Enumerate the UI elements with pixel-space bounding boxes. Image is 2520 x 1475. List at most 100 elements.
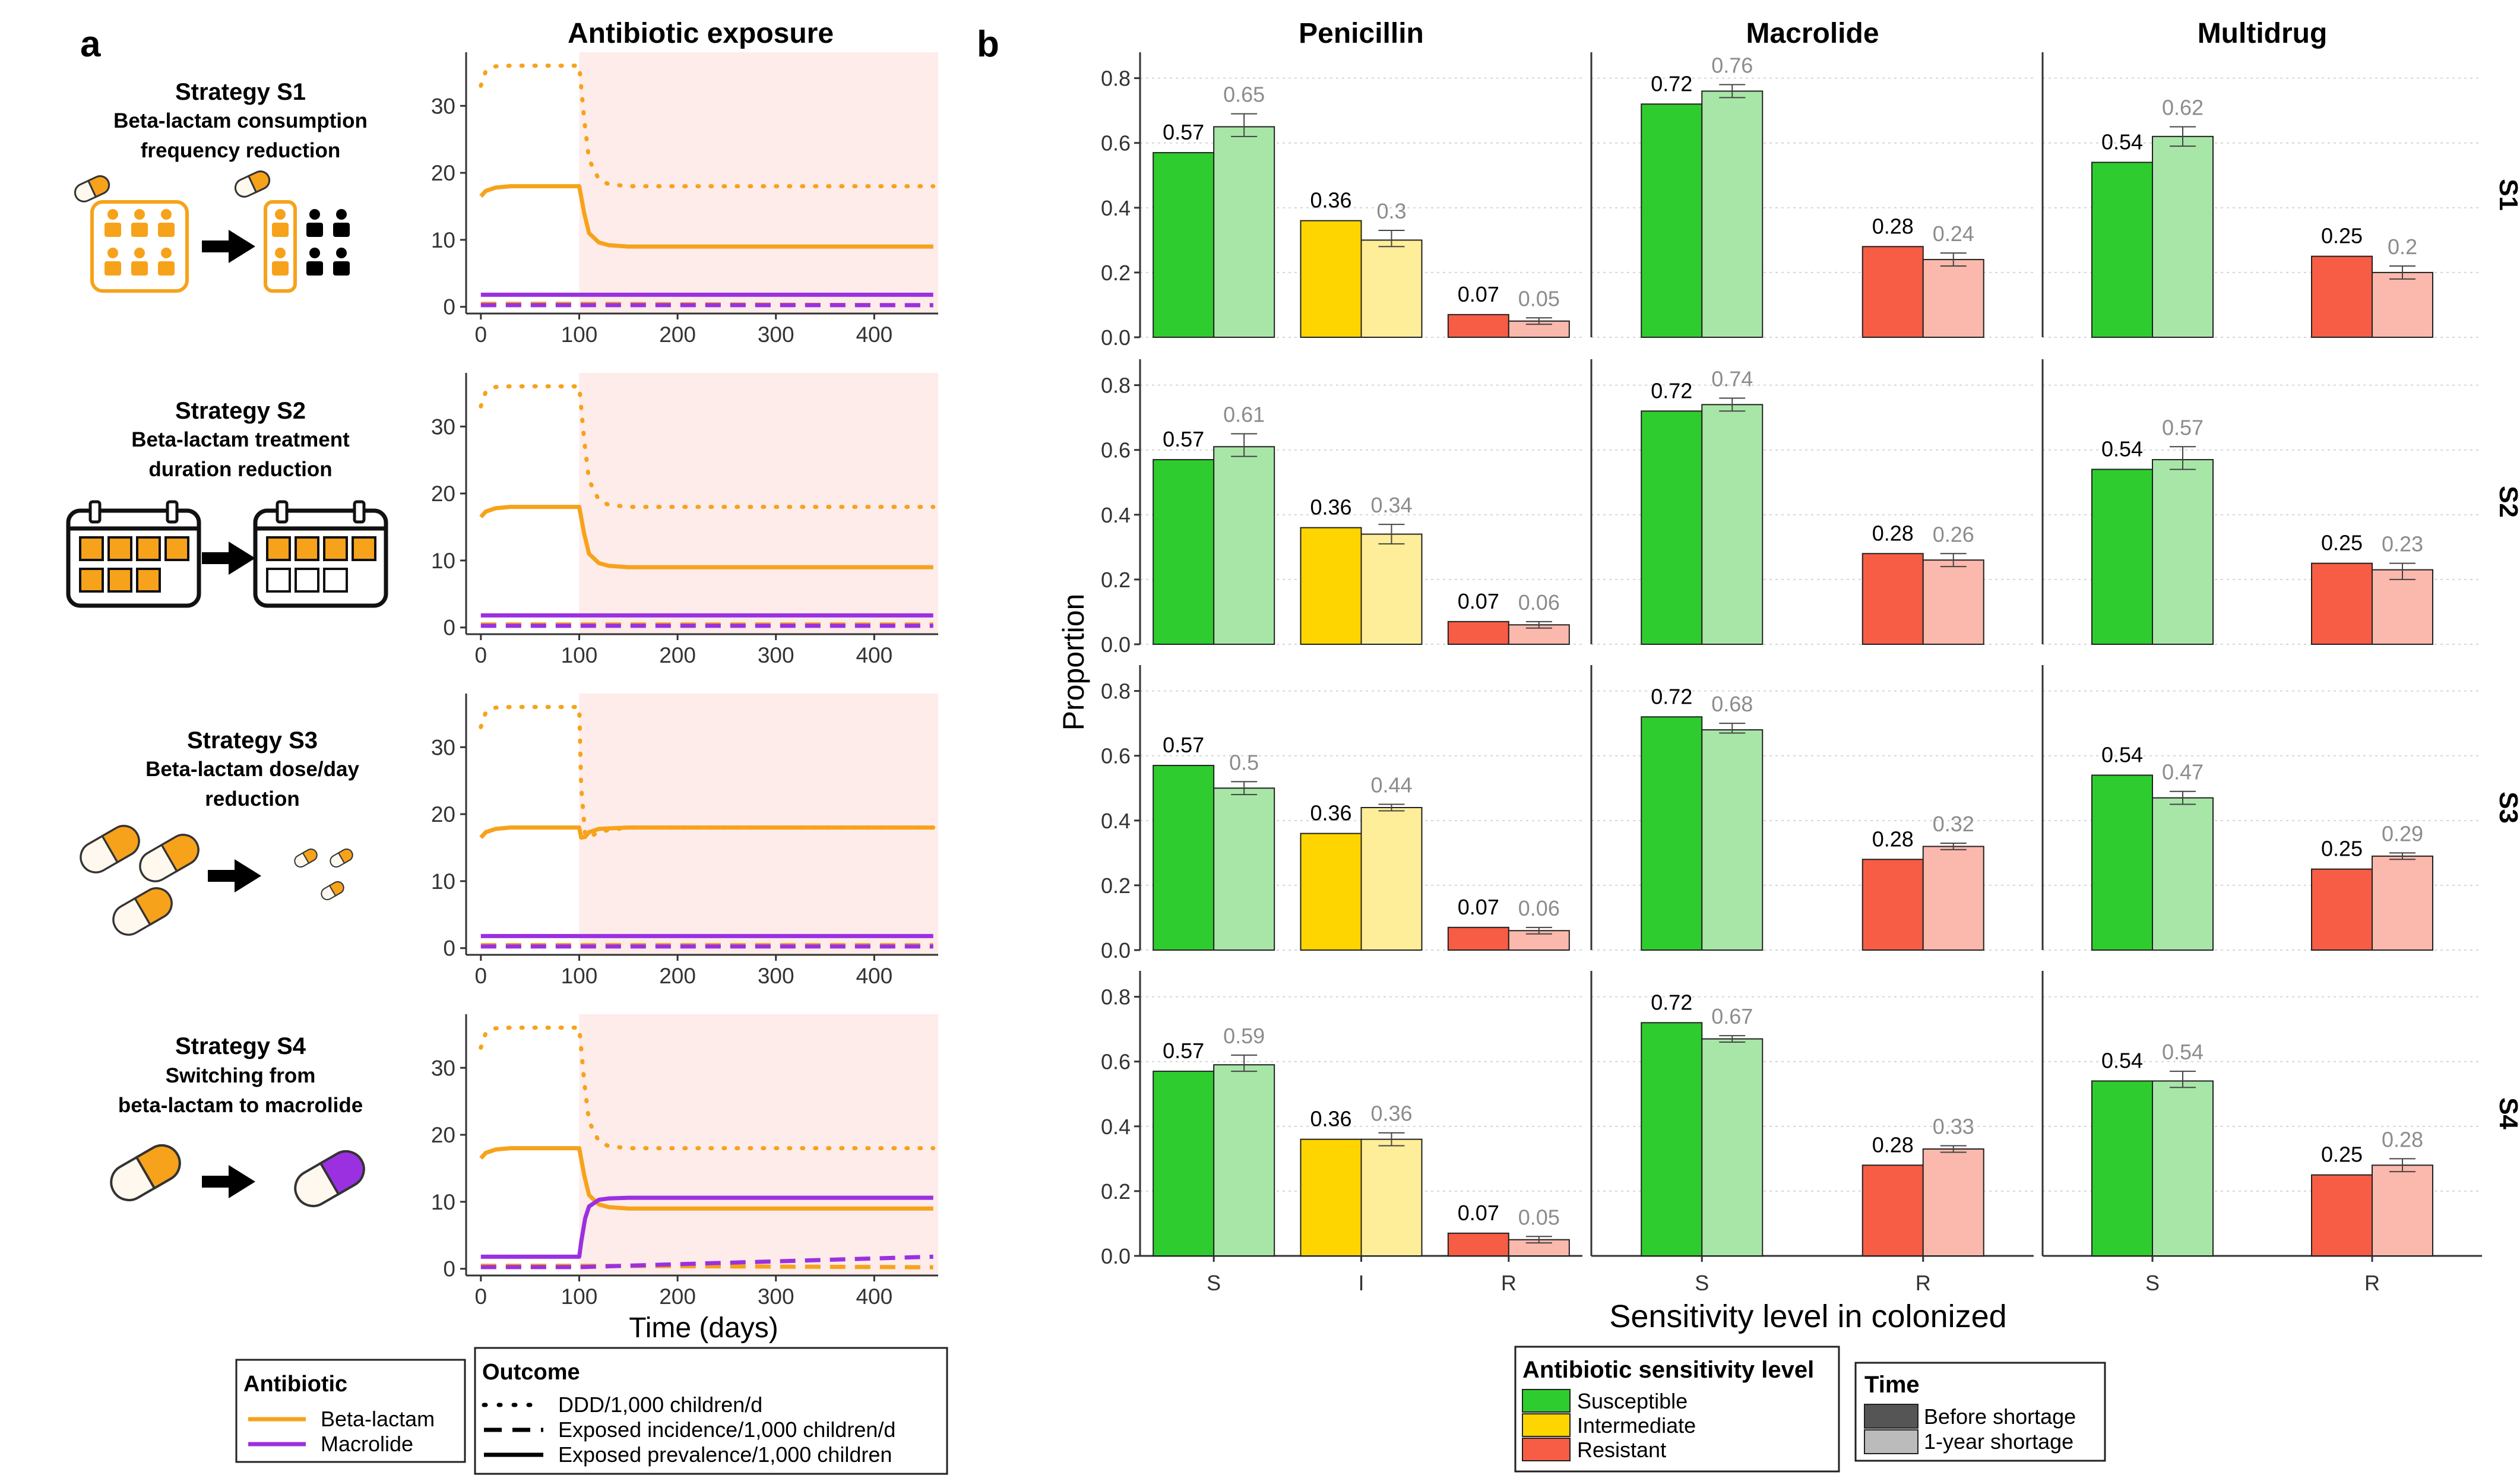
- strategy-s3-desc-2: reduction: [205, 787, 299, 811]
- data-label-before: 0.72: [1651, 684, 1692, 708]
- data-label-before: 0.28: [1872, 1132, 1914, 1157]
- data-label-before: 0.57: [1163, 120, 1204, 144]
- bar-after-i: [1360, 533, 1423, 645]
- bar-facet-s3-macrolide: 0.72 0.68 0.28 0.32: [1590, 665, 2034, 951]
- data-label-after: 0.57: [2162, 415, 2204, 439]
- legend-ddd-label: DDD/1,000 children/d: [558, 1392, 762, 1417]
- y-tick-label: 0.0: [1101, 632, 1131, 657]
- bar-after-r: [2372, 271, 2433, 338]
- line-series-macrolide-dashed: [480, 1254, 933, 1270]
- y-tick-label: 0: [443, 936, 455, 961]
- y-tick-label: 0.4: [1101, 503, 1131, 527]
- bar-facet-s2-macrolide: 0.72 0.74 0.28 0.26: [1590, 359, 2034, 645]
- data-label-after: 0.5: [1229, 750, 1259, 774]
- x-tick-label: R: [2364, 1271, 2380, 1295]
- legend-resistant-label: Resistant: [1577, 1438, 1666, 1462]
- x-tick-label: 0: [475, 643, 487, 667]
- y-tick-label: 10: [431, 228, 455, 252]
- bar-after-s: [2152, 459, 2214, 645]
- bar-before-s: [1153, 1071, 1215, 1257]
- y-tick-label: 0.8: [1101, 985, 1131, 1009]
- line-series-beta-lactam-solid: [479, 1146, 933, 1211]
- x-tick-label: 100: [561, 643, 598, 667]
- data-label-before: 0.57: [1163, 427, 1204, 451]
- data-label-before: 0.28: [1872, 521, 1914, 545]
- x-tick-label: 300: [758, 322, 794, 347]
- y-tick-label: 0.6: [1101, 744, 1131, 768]
- line-series-beta-lactam-solid: [479, 505, 933, 569]
- y-tick-label: 10: [431, 1190, 455, 1214]
- data-label-after: 0.59: [1223, 1024, 1265, 1048]
- bar-after-i: [1360, 239, 1423, 338]
- bar-facet-s3-penicillin: 0.0 0.2 0.4 0.6 0.8 0.57 0.5 0.36 0.44 0.07 0.06: [1101, 665, 1582, 963]
- bar-before-s: [1153, 152, 1215, 338]
- data-label-before: 0.72: [1651, 990, 1692, 1014]
- legend-sensitivity-title: Antibiotic sensitivity level: [1522, 1357, 1814, 1383]
- column-header-macrolide: Macrolide: [1746, 18, 1879, 49]
- x-tick-label: S: [1695, 1271, 1709, 1295]
- shortage-period-shade: [579, 694, 938, 955]
- data-label-before: 0.07: [1458, 282, 1499, 306]
- x-tick-label: I: [1358, 1271, 1364, 1295]
- data-label-before: 0.72: [1651, 71, 1692, 96]
- bar-facet-s3-multidrug: 0.54 0.47 0.25 0.29: [2041, 665, 2482, 951]
- bar-before-s: [2091, 162, 2153, 338]
- y-tick-label: 0.0: [1101, 325, 1131, 350]
- x-tick-label: R: [1916, 1271, 1931, 1295]
- shortage-period-shade: [579, 1014, 938, 1275]
- strategy-s3-title: Strategy S3: [187, 727, 318, 754]
- x-tick-label: 400: [856, 1284, 892, 1309]
- column-header-penicillin: Penicillin: [1299, 18, 1424, 49]
- data-label-after: 0.05: [1518, 286, 1560, 311]
- strategy-s2-desc-2: duration reduction: [148, 458, 332, 481]
- data-label-before: 0.54: [2101, 1048, 2143, 1072]
- x-tick-label: 0: [475, 322, 487, 347]
- x-tick-label: 300: [758, 643, 794, 667]
- legend-intermediate-label: Intermediate: [1577, 1413, 1696, 1438]
- panel-a-title: Antibiotic exposure: [568, 18, 834, 49]
- legend-time-title: Time: [1864, 1372, 1920, 1398]
- x-tick-label: S: [1207, 1271, 1221, 1295]
- y-tick-label: 20: [431, 482, 455, 506]
- data-label-before: 0.36: [1310, 1107, 1351, 1131]
- line-series-macrolide-solid: [480, 1195, 933, 1259]
- strategy-s2-icon: [66, 500, 388, 608]
- x-tick-label: 0: [475, 1284, 487, 1309]
- bar-before-s: [1641, 716, 1703, 951]
- y-tick-label: 0.6: [1101, 438, 1131, 463]
- data-label-before: 0.36: [1310, 801, 1351, 825]
- bar-before-s: [1641, 103, 1703, 338]
- x-tick-label: 400: [856, 643, 892, 667]
- legend-after-label: 1-year shortage: [1924, 1429, 2073, 1454]
- bar-before-i: [1300, 833, 1362, 951]
- bar-facet-s1-multidrug: 0.54 0.62 0.25 0.2: [2041, 52, 2482, 338]
- bar-before-i: [1300, 220, 1362, 338]
- data-label-after: 0.33: [1933, 1115, 1974, 1139]
- bar-before-s: [2091, 469, 2153, 645]
- data-label-after: 0.36: [1370, 1101, 1412, 1126]
- row-header-s2: S2: [2494, 486, 2520, 518]
- legend-susceptible-label: Susceptible: [1577, 1389, 1688, 1413]
- legend-time: Time Before shortage 1-year shortage: [1854, 1362, 2106, 1462]
- data-label-after: 0.68: [1711, 692, 1753, 716]
- data-label-after: 0.47: [2162, 760, 2204, 784]
- data-label-after: 0.54: [2162, 1040, 2204, 1064]
- y-tick-label: 0.8: [1101, 374, 1131, 398]
- bar-after-s: [1701, 1038, 1764, 1256]
- data-label-before: 0.07: [1458, 895, 1499, 919]
- panel-b-xlabel: Sensitivity level in colonized: [1609, 1299, 2006, 1334]
- data-label-after: 0.23: [2382, 532, 2423, 556]
- strategy-s2-title: Strategy S2: [175, 398, 306, 424]
- x-tick-label: S: [2145, 1271, 2160, 1295]
- data-label-after: 0.74: [1711, 366, 1753, 391]
- y-tick-label: 30: [431, 94, 455, 118]
- legend-before-label: Before shortage: [1924, 1404, 2076, 1429]
- panel-a-xlabel: Time (days): [629, 1312, 778, 1344]
- data-label-before: 0.25: [2321, 1142, 2363, 1167]
- legend-resistant-swatch: [1522, 1438, 1571, 1461]
